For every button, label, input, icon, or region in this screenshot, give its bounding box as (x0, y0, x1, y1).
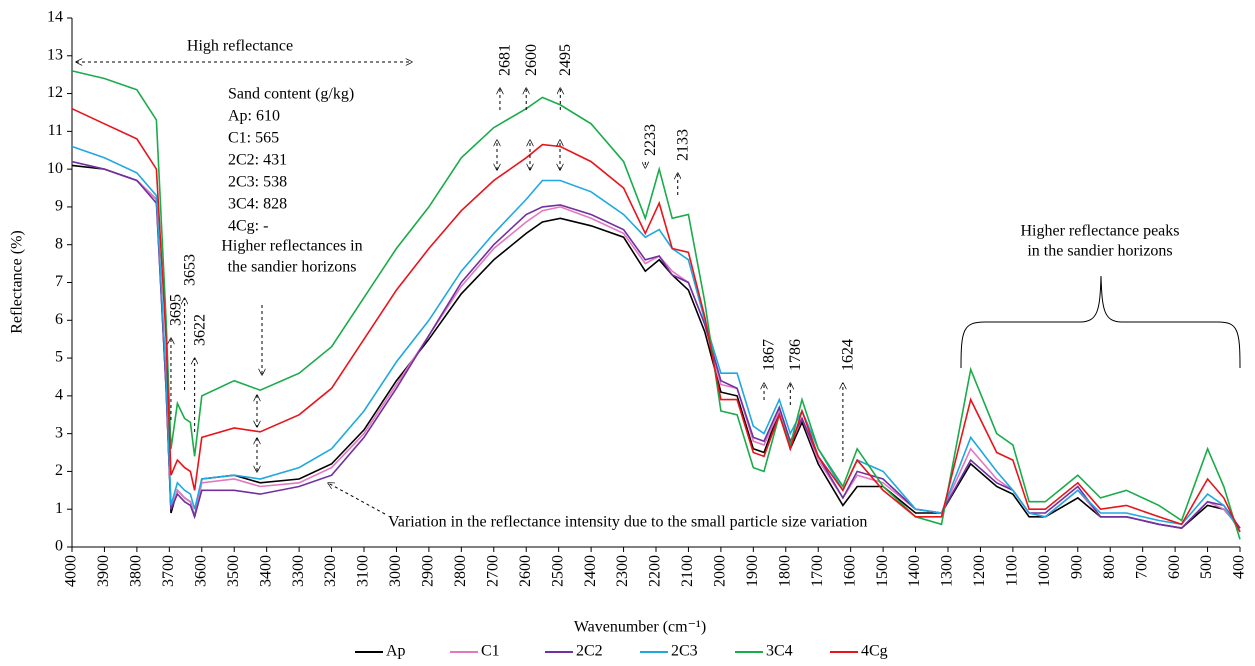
x-tick-label: 2700 (484, 555, 501, 587)
peak-label: 1786 (787, 339, 804, 371)
x-tick-label: 1400 (906, 555, 923, 587)
series-line (71, 145, 1241, 533)
x-tick-label: 400 (1231, 555, 1248, 579)
x-tick-label: 500 (1198, 555, 1215, 579)
x-tick-label: 800 (1101, 555, 1118, 579)
x-tick-label: 900 (1068, 555, 1085, 579)
x-tick-label: 3000 (387, 555, 404, 587)
peak-label: 3622 (191, 314, 208, 346)
legend-label: Ap (386, 643, 406, 660)
x-tick-label: 2400 (582, 555, 599, 587)
y-tick-label: 2 (55, 462, 63, 479)
x-tick-label: 1900 (744, 555, 761, 587)
annotation: Ap: 610 (228, 108, 280, 125)
x-tick-label: 1000 (1036, 555, 1053, 587)
x-tick-label: 1700 (809, 555, 826, 587)
y-axis-title: Reflectance (%) (9, 230, 26, 333)
peak-label: 2133 (674, 129, 691, 161)
x-tick-label: 2300 (614, 555, 631, 587)
annotation: 4Cg: - (228, 218, 268, 235)
y-tick-label: 10 (47, 160, 63, 177)
y-tick-label: 14 (47, 9, 63, 26)
x-tick-label: 1200 (971, 555, 988, 587)
legend-label: 4Cg (861, 643, 888, 660)
annotation: the sandier horizons (228, 259, 357, 276)
x-tick-label: 3200 (322, 555, 339, 587)
x-tick-label: 1500 (874, 555, 891, 587)
legend-label: C1 (481, 643, 500, 660)
annotation: 2C3: 538 (228, 174, 287, 191)
x-tick-label: 2200 (647, 555, 664, 587)
x-tick-label: 2800 (452, 555, 469, 587)
pointer-arrow (328, 483, 386, 515)
y-tick-label: 1 (55, 500, 63, 517)
x-tick-label: 3400 (257, 555, 274, 587)
y-tick-label: 5 (55, 349, 63, 366)
peak-label: 1867 (761, 339, 778, 371)
annotation: 2C2: 431 (228, 152, 287, 169)
peak-label: 2681 (497, 44, 514, 76)
annotation: High reflectance (187, 38, 293, 55)
series-line (71, 160, 1241, 529)
annotation: Higher reflectances in (221, 238, 362, 255)
y-tick-label: 7 (55, 273, 63, 290)
x-tick-label: 3800 (128, 555, 145, 587)
x-tick-label: 2900 (420, 555, 437, 587)
x-tick-label: 2000 (712, 555, 729, 587)
x-tick-label: 3300 (290, 555, 307, 587)
annotation: Sand content (g/kg) (228, 86, 354, 103)
legend-label: 3C4 (766, 643, 793, 660)
y-tick-label: 9 (55, 198, 63, 215)
x-tick-label: 3600 (192, 555, 209, 587)
legend-label: 2C2 (576, 643, 603, 660)
x-tick-label: 2100 (679, 555, 696, 587)
x-tick-label: 3100 (355, 555, 372, 587)
annotation: Higher reflectance peaks (1020, 223, 1179, 240)
annotation: Variation in the reflectance intensity d… (388, 514, 867, 531)
x-tick-label: 1100 (1004, 555, 1021, 586)
x-tick-label: 3500 (225, 555, 242, 587)
x-tick-label: 1300 (939, 555, 956, 587)
series-line (71, 107, 1241, 533)
x-tick-label: 1600 (841, 555, 858, 587)
x-tick-label: 2500 (549, 555, 566, 587)
y-tick-label: 11 (48, 122, 63, 139)
x-axis-title: Wavenumber (cm⁻¹) (574, 619, 706, 636)
x-tick-label: 2600 (517, 555, 534, 587)
y-tick-label: 0 (55, 538, 63, 555)
annotation: 3C4: 828 (228, 196, 287, 213)
x-tick-label: 3700 (160, 555, 177, 587)
legend-label: 2C3 (671, 643, 698, 660)
x-tick-label: 4000 (63, 555, 80, 587)
y-tick-label: 3 (55, 424, 63, 441)
annotation: C1: 565 (228, 130, 279, 147)
series-line (71, 160, 1241, 529)
x-tick-label: 700 (1133, 555, 1150, 579)
series-line (71, 70, 1241, 540)
x-tick-label: 600 (1166, 555, 1183, 579)
y-tick-label: 13 (47, 46, 63, 63)
annotation: in the sandier horizons (1027, 243, 1172, 260)
brace (960, 275, 1241, 369)
peak-label: 2600 (523, 44, 540, 76)
y-tick-label: 12 (47, 84, 63, 101)
peak-label: 2233 (642, 124, 659, 156)
peak-label: 3695 (168, 294, 185, 326)
peak-label: 1624 (840, 339, 857, 371)
y-tick-label: 6 (55, 311, 63, 328)
peak-label: 2495 (557, 44, 574, 76)
peak-label: 3653 (181, 254, 198, 286)
x-tick-label: 1800 (776, 555, 793, 587)
y-tick-label: 4 (55, 387, 63, 404)
x-tick-label: 3900 (95, 555, 112, 587)
y-tick-label: 8 (55, 235, 63, 252)
